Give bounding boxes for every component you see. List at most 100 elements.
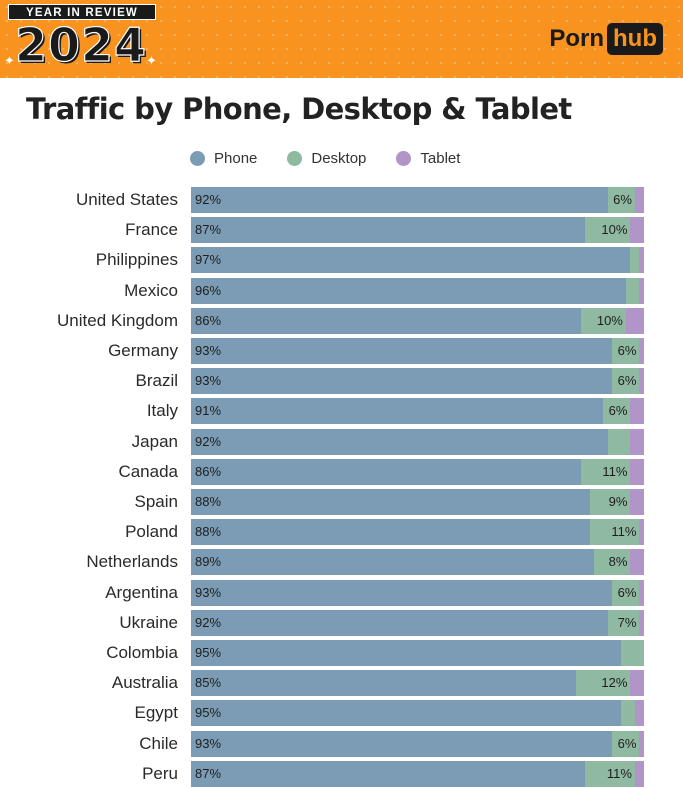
stacked-bar: 86% 11% [191,458,644,485]
category-label: Egypt [134,703,178,723]
bar-segment-phone: 96% [191,277,626,304]
data-label-desktop: 6% [613,192,632,207]
chart-row: Peru 87% 11% [0,760,683,787]
chart-row: Spain 88% 9% [0,489,683,515]
bar-segment-phone: 92% [191,428,608,455]
stacked-bar: 86% 10% [191,307,644,334]
logo-text-left: Porn [549,25,605,52]
bar-segment-phone: 85% [191,670,577,697]
category-label: Philippines [95,250,178,270]
data-label-desktop: 6% [617,584,637,600]
data-label-desktop: 8% [608,554,628,570]
bar-segment-phone: 95% [191,640,622,666]
bar-segment-phone: 87% [191,217,586,244]
legend-item-phone: Phone [190,150,257,167]
chart-row: Chile 93% 6% [0,730,683,757]
bar-segment-phone: 92% [191,187,608,213]
sparkle-icon: ✦ [4,53,15,68]
data-label-phone: 93% [195,584,222,600]
data-label-desktop: 10% [601,222,628,238]
stacked-bar: 93% 6% [191,368,644,395]
category-label: United States [75,190,178,209]
legend-swatch-tablet [396,150,412,166]
data-label-desktop: 6% [617,373,637,389]
chart-row: Argentina 93% 6% [0,579,683,606]
category-label: Peru [142,763,178,783]
bar-segment-desktop: 9% [589,489,631,515]
chart-row: Colombia 95% [0,640,683,666]
stacked-bar: 96% [191,277,644,304]
bar-segment-desktop: 6% [612,730,640,757]
chart-row: Italy 91% 6% [0,398,683,425]
chart-title: Traffic by Phone, Desktop & Tablet [26,92,572,126]
stacked-bar: 92% 6% [191,187,644,213]
data-label-phone: 86% [195,312,222,328]
legend-label-tablet: Tablet [420,149,461,167]
data-label-phone: 93% [195,735,222,751]
bar-segment-tablet [639,338,644,364]
bar-segment-desktop [630,247,640,274]
bar-segment-phone: 93% [191,579,613,606]
bar-segment-tablet [634,700,644,727]
data-label-desktop: 11% [606,765,632,781]
data-label-phone: 88% [195,524,222,540]
category-label: Germany [108,341,178,360]
legend-label-desktop: Desktop [311,149,367,167]
data-label-desktop: 6% [608,403,628,419]
bar-segment-tablet [639,579,644,606]
bar-segment-phone: 86% [191,458,581,485]
stacked-bar: 89% 8% [191,549,644,576]
chart-row: Ukraine 92% 7% [0,609,683,636]
bar-segment-phone: 88% [191,489,590,515]
bar-segment-desktop [621,700,635,727]
header-banner: YEAR IN REVIEW 2024 ✦ ✦ Porn hub [0,0,683,78]
bar-segment-desktop: 10% [580,307,626,334]
data-label-phone: 92% [195,433,222,449]
data-label-phone: 97% [195,252,222,268]
sparkle-icon: ✦ [146,53,157,68]
bar-segment-desktop: 6% [603,398,631,425]
chart-row: Brazil 93% 6% [0,368,683,395]
bar-segment-tablet [630,489,644,515]
bar-segment-desktop: 12% [576,670,631,697]
chart-row: Poland 88% 11% [0,519,683,546]
bar-segment-phone: 89% [191,549,595,576]
data-label-phone: 92% [195,192,222,207]
category-label: Colombia [106,643,178,662]
category-label: Mexico [124,280,178,300]
chart-row: Mexico 96% [0,277,683,304]
bar-segment-desktop: 6% [612,579,640,606]
chart-row: Australia 85% 12% [0,670,683,697]
category-label: Argentina [105,582,178,602]
bar-segment-tablet [639,730,644,757]
data-label-phone: 89% [195,554,222,570]
bar-segment-desktop: 11% [589,519,640,546]
stacked-bar: 95% [191,640,644,666]
bar-segment-phone: 86% [191,307,581,334]
logo-text-right: hub [607,23,663,55]
bar-segment-desktop: 11% [580,458,631,485]
data-label-phone: 93% [195,343,222,358]
bar-segment-tablet [634,187,644,213]
category-label: Chile [139,733,178,753]
stacked-bar: 92% 7% [191,609,644,636]
data-label-desktop: 7% [617,614,637,630]
bar-segment-tablet [639,368,644,395]
chart-legend: Phone Desktop Tablet [190,148,490,168]
bar-segment-tablet [630,217,644,244]
data-label-desktop: 11% [611,524,637,540]
data-label-phone: 87% [195,222,222,238]
data-label-phone: 95% [195,705,222,721]
category-label: Italy [146,401,178,421]
stacked-bar: 87% 11% [191,760,644,787]
bar-segment-tablet [630,670,644,697]
category-label: Canada [118,461,178,481]
data-label-phone: 88% [195,494,222,509]
bar-segment-desktop [621,640,644,666]
chart-row: Canada 86% 11% [0,458,683,485]
bar-segment-phone: 88% [191,519,590,546]
bar-segment-phone: 87% [191,760,586,787]
stacked-bar: 87% 10% [191,217,644,244]
bar-segment-phone: 93% [191,338,613,364]
data-label-phone: 93% [195,373,222,389]
